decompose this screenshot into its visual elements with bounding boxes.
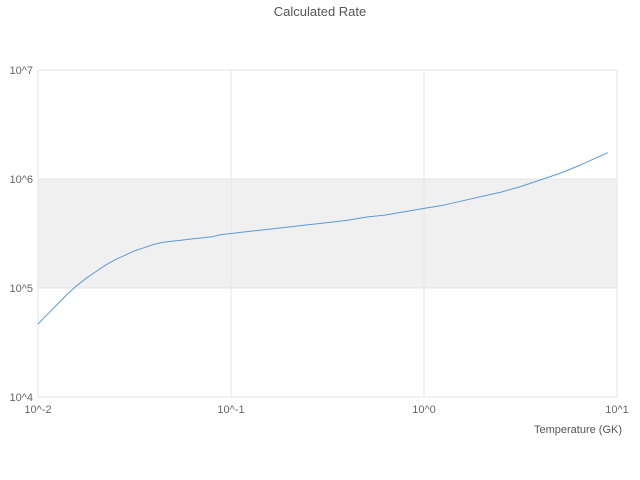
shaded-band [38,179,617,288]
y-tick-label: 10^6 [9,174,33,186]
y-tick-label: 10^7 [9,65,33,77]
y-tick-label: 10^4 [9,392,33,404]
x-tick-label: 10^-1 [217,404,244,416]
x-tick-label: 10^0 [412,404,436,416]
y-tick-label: 10^5 [9,283,33,295]
x-tick-label: 10^-2 [24,404,51,416]
x-axis-label: Temperature (GK) [533,424,622,436]
x-tick-label: 10^1 [605,404,629,416]
chart-title: Calculated Rate [273,4,367,19]
data-line [37,152,608,325]
